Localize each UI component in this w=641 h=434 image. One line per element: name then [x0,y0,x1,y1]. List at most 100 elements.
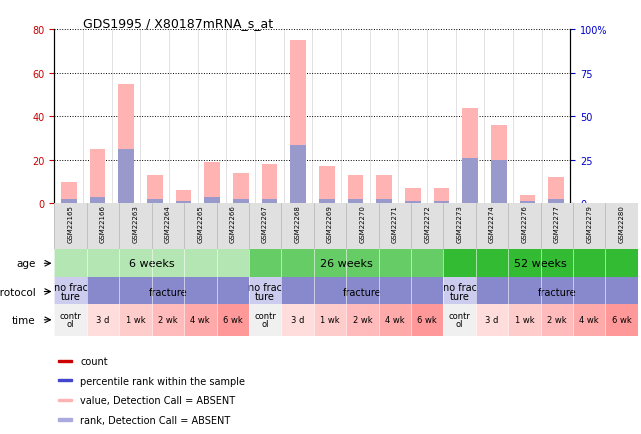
Text: protocol: protocol [0,287,35,297]
Bar [61,182,77,204]
Bar [262,165,278,204]
Text: 52 weeks: 52 weeks [514,259,567,269]
Bar [290,41,306,204]
Bar [233,200,249,204]
Text: 3 d: 3 d [96,316,110,325]
Bar [90,197,105,204]
Bar [176,202,192,204]
Bar [573,304,605,336]
Bar [476,278,638,306]
Bar [476,304,508,336]
Text: fracture: fracture [537,287,576,297]
Text: 2 wk: 2 wk [547,316,567,325]
Text: fracture: fracture [149,287,187,297]
Text: 6 wk: 6 wk [223,316,242,325]
Text: 2 wk: 2 wk [158,316,178,325]
Text: percentile rank within the sample: percentile rank within the sample [80,376,246,386]
Text: 1 wk: 1 wk [320,316,340,325]
Text: GSM22273: GSM22273 [456,205,463,243]
Bar [376,200,392,204]
Bar [54,304,87,336]
Bar [319,200,335,204]
FancyBboxPatch shape [58,360,72,362]
Bar [54,278,87,306]
Text: 4 wk: 4 wk [579,316,599,325]
Text: 1 wk: 1 wk [515,316,534,325]
Bar [249,304,281,336]
FancyBboxPatch shape [58,379,72,381]
Bar [147,200,163,204]
Text: 3 d: 3 d [485,316,499,325]
Bar [281,278,444,306]
Bar [119,304,152,336]
Text: 26 weeks: 26 weeks [320,259,372,269]
Text: GSM22270: GSM22270 [360,205,365,243]
Bar [347,200,363,204]
Bar [233,174,249,204]
Bar [262,200,278,204]
FancyBboxPatch shape [58,399,72,401]
Text: GSM22272: GSM22272 [424,205,430,243]
Bar [508,304,540,336]
Text: fracture: fracture [343,287,381,297]
Bar [433,189,449,204]
Text: 6 wk: 6 wk [612,316,631,325]
Bar [462,158,478,204]
Text: GSM22267: GSM22267 [262,205,268,243]
Bar [346,304,379,336]
Text: contr
ol: contr ol [449,312,470,329]
Text: no frac
ture: no frac ture [442,282,476,302]
Bar [152,304,184,336]
Text: no frac
ture: no frac ture [248,282,282,302]
Bar [87,278,249,306]
Bar [540,304,573,336]
Bar [411,304,444,336]
Bar [376,176,392,204]
Bar [54,250,249,278]
Bar [520,195,535,204]
Bar [290,145,306,204]
Bar [347,176,363,204]
Text: 4 wk: 4 wk [385,316,404,325]
Text: GSM22276: GSM22276 [521,205,528,243]
Bar [217,304,249,336]
Text: 6 weeks: 6 weeks [129,259,174,269]
Text: 1 wk: 1 wk [126,316,146,325]
Bar [249,278,281,306]
Text: value, Detection Call = ABSENT: value, Detection Call = ABSENT [80,395,235,405]
Text: 6 wk: 6 wk [417,316,437,325]
Text: GSM22279: GSM22279 [586,205,592,243]
Text: rank, Detection Call = ABSENT: rank, Detection Call = ABSENT [80,415,231,425]
Text: GSM22166: GSM22166 [100,205,106,243]
Text: contr
ol: contr ol [254,312,276,329]
Bar [444,278,476,306]
Bar [605,304,638,336]
Bar [313,304,346,336]
Text: contr
ol: contr ol [60,312,81,329]
Bar [491,126,506,204]
Bar [491,161,506,204]
Text: GSM22271: GSM22271 [392,205,398,243]
Bar [204,197,220,204]
Text: time: time [12,315,35,325]
Bar [90,150,105,204]
Bar [281,304,313,336]
Text: GSM22277: GSM22277 [554,205,560,243]
Bar [249,250,444,278]
Text: GSM22266: GSM22266 [229,205,236,243]
FancyBboxPatch shape [58,418,72,421]
Text: GSM22263: GSM22263 [133,205,138,243]
Bar [548,178,564,204]
Bar [379,304,411,336]
Text: GSM22165: GSM22165 [68,205,74,243]
Text: no frac
ture: no frac ture [54,282,88,302]
Text: GDS1995 / X80187mRNA_s_at: GDS1995 / X80187mRNA_s_at [83,17,274,30]
Bar [433,202,449,204]
Text: GSM22268: GSM22268 [294,205,301,243]
Text: 2 wk: 2 wk [353,316,372,325]
Bar [462,108,478,204]
Bar [405,202,420,204]
Text: GSM22264: GSM22264 [165,205,171,243]
Text: GSM22280: GSM22280 [619,205,624,243]
Text: age: age [16,259,35,269]
